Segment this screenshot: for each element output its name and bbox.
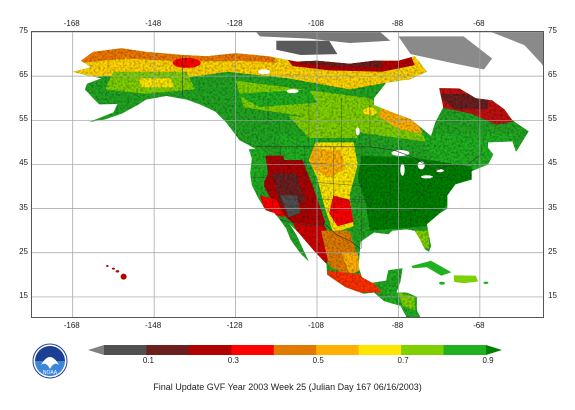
- lat-tick-left: 65: [19, 70, 28, 80]
- land-texture: [72, 48, 529, 317]
- admin-boundary: [412, 186, 430, 194]
- hawaii-island: [115, 270, 120, 273]
- baffin-ice: [398, 36, 493, 70]
- great-slave-lake: [286, 89, 299, 94]
- colorbar-label: 0.3: [227, 356, 239, 365]
- map-frame: [31, 31, 544, 318]
- lat-tick-right: 75: [548, 26, 557, 35]
- land-layer: [72, 32, 543, 317]
- colorbar-segment: [443, 345, 487, 355]
- hawaii-island: [120, 273, 127, 280]
- lon-tick-bottom: -108: [307, 321, 324, 330]
- svg-text:NOAA: NOAA: [43, 370, 58, 376]
- colorbar-arrow-low: [88, 345, 104, 355]
- lake-erie: [420, 175, 433, 179]
- lat-tick-left: 75: [19, 26, 28, 35]
- lon-tick-top: -88: [391, 19, 404, 28]
- colorbar-segment: [358, 345, 402, 355]
- lon-tick-top: -108: [307, 19, 324, 28]
- great-bear-lake: [258, 69, 271, 75]
- lake-winnipeg: [355, 127, 360, 136]
- lon-tick-top: -68: [473, 19, 485, 28]
- jamaica: [438, 281, 445, 285]
- colorbar-label: 0.9: [482, 356, 494, 365]
- lat-tick-right: 65: [548, 70, 557, 80]
- lat-tick-right: 25: [548, 246, 557, 256]
- vegetation-map: [32, 32, 543, 317]
- colorbar-segment: [146, 345, 190, 355]
- colorbar-segment: [188, 345, 232, 355]
- gulf-st-lawrence: [488, 141, 517, 158]
- lon-tick-bottom: -68: [473, 321, 485, 330]
- colorbar-label: 0.7: [397, 356, 409, 365]
- lon-tick-top: -168: [63, 19, 80, 28]
- colorbar-segment: [401, 345, 445, 355]
- lon-tick-bottom: -168: [63, 321, 80, 330]
- lake-michigan: [400, 163, 405, 176]
- lat-tick-right: 55: [548, 114, 557, 124]
- lat-tick-left: 35: [19, 202, 28, 212]
- lon-tick-bottom: -128: [226, 321, 243, 330]
- colorbar-segment: [231, 345, 275, 355]
- admin-boundary: [312, 181, 369, 187]
- puerto-rico: [483, 281, 489, 284]
- colorbar-label: 0.1: [142, 356, 154, 365]
- victoria-island-ice: [276, 40, 338, 55]
- hispaniola: [453, 275, 479, 284]
- colorbar-arrow-high: [486, 345, 502, 355]
- lon-tick-top: -128: [226, 19, 243, 28]
- colorbar-segment: [316, 345, 360, 355]
- cuba: [411, 260, 452, 276]
- caption: Final Update GVF Year 2003 Week 25 (Juli…: [153, 382, 422, 392]
- greenland-ice: [491, 32, 543, 66]
- arctic-islands-ice: [255, 32, 391, 43]
- lake-huron: [417, 161, 425, 170]
- colorbar-segment: [104, 345, 147, 355]
- lon-tick-bottom: -88: [391, 321, 404, 330]
- lat-tick-left: 55: [19, 114, 28, 124]
- lat-tick-right: 15: [548, 290, 557, 300]
- grid-lines: [32, 32, 543, 317]
- lat-tick-left: 15: [19, 290, 28, 300]
- admin-boundary: [268, 159, 334, 165]
- lon-tick-top: -148: [145, 19, 162, 28]
- lat-tick-right: 35: [548, 202, 557, 212]
- hawaii-island: [111, 267, 115, 270]
- lon-tick-bottom: -148: [145, 321, 162, 330]
- lake-ontario: [435, 169, 444, 173]
- hawaii-island: [106, 265, 109, 268]
- color-scale-bar: [88, 345, 502, 355]
- colorbar-segment: [273, 345, 317, 355]
- noaa-logo: NOAA: [32, 343, 68, 379]
- lat-tick-left: 45: [19, 158, 28, 168]
- lat-tick-right: 45: [548, 158, 557, 168]
- hudson-bay: [374, 79, 444, 136]
- lat-tick-left: 25: [19, 246, 28, 256]
- colorbar-label: 0.5: [312, 356, 324, 365]
